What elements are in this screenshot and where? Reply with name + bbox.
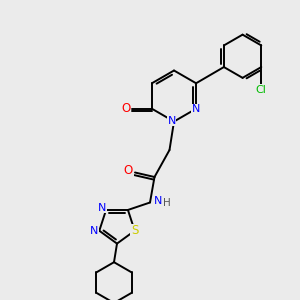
Text: H: H (163, 197, 170, 208)
Text: N: N (98, 202, 107, 213)
Text: O: O (121, 102, 130, 115)
Text: S: S (131, 224, 138, 237)
Text: O: O (124, 164, 133, 178)
Text: N: N (192, 104, 200, 114)
Text: N: N (90, 226, 98, 236)
Text: N: N (154, 196, 163, 206)
Text: Cl: Cl (256, 85, 267, 94)
Text: N: N (167, 116, 176, 126)
